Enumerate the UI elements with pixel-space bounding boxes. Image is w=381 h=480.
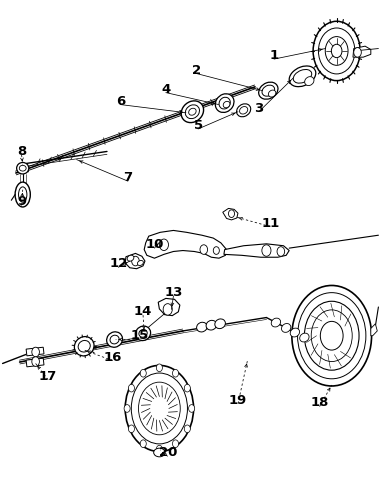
Circle shape xyxy=(298,293,366,379)
Circle shape xyxy=(32,347,39,357)
Ellipse shape xyxy=(271,318,280,327)
Polygon shape xyxy=(26,358,44,367)
Ellipse shape xyxy=(282,324,291,332)
Ellipse shape xyxy=(237,104,251,117)
Circle shape xyxy=(189,405,195,412)
Circle shape xyxy=(128,425,134,432)
Ellipse shape xyxy=(305,77,314,85)
Circle shape xyxy=(354,48,361,57)
Circle shape xyxy=(140,370,146,377)
Circle shape xyxy=(138,382,180,435)
Ellipse shape xyxy=(206,320,217,330)
Circle shape xyxy=(331,44,342,58)
Text: 12: 12 xyxy=(109,257,128,270)
Polygon shape xyxy=(144,230,227,258)
Text: 5: 5 xyxy=(194,119,203,132)
Ellipse shape xyxy=(15,182,30,207)
Ellipse shape xyxy=(110,335,119,344)
Ellipse shape xyxy=(139,329,147,337)
Circle shape xyxy=(313,21,360,81)
Circle shape xyxy=(132,256,139,266)
Ellipse shape xyxy=(136,326,150,341)
Circle shape xyxy=(304,301,359,370)
Circle shape xyxy=(159,239,168,251)
Ellipse shape xyxy=(215,319,226,329)
Circle shape xyxy=(292,286,371,386)
Text: 3: 3 xyxy=(254,102,263,115)
Circle shape xyxy=(277,247,285,256)
Ellipse shape xyxy=(300,333,309,342)
Circle shape xyxy=(184,425,190,432)
Text: 15: 15 xyxy=(130,329,148,342)
Ellipse shape xyxy=(78,340,90,352)
Circle shape xyxy=(173,440,179,447)
Text: 8: 8 xyxy=(17,145,26,158)
Circle shape xyxy=(311,310,352,361)
Circle shape xyxy=(229,210,235,217)
Ellipse shape xyxy=(223,101,230,108)
Ellipse shape xyxy=(107,332,123,347)
Ellipse shape xyxy=(74,336,94,356)
Circle shape xyxy=(125,365,194,452)
Polygon shape xyxy=(125,253,145,269)
Ellipse shape xyxy=(262,85,275,96)
Circle shape xyxy=(131,373,187,444)
Polygon shape xyxy=(353,46,371,57)
Text: 6: 6 xyxy=(116,95,125,108)
Polygon shape xyxy=(224,244,289,257)
Circle shape xyxy=(140,440,146,447)
Polygon shape xyxy=(158,299,180,316)
Ellipse shape xyxy=(268,90,276,97)
Circle shape xyxy=(200,245,208,254)
Circle shape xyxy=(262,245,271,256)
Circle shape xyxy=(128,384,134,392)
Circle shape xyxy=(319,28,355,74)
Circle shape xyxy=(184,384,190,392)
Text: 10: 10 xyxy=(145,238,163,252)
Text: 9: 9 xyxy=(17,195,26,208)
Text: 14: 14 xyxy=(134,305,152,318)
Ellipse shape xyxy=(19,187,27,202)
Text: 4: 4 xyxy=(161,83,170,96)
Text: 20: 20 xyxy=(158,446,177,459)
Ellipse shape xyxy=(289,66,316,87)
Ellipse shape xyxy=(127,255,134,261)
Ellipse shape xyxy=(219,97,230,109)
Text: 18: 18 xyxy=(311,396,329,409)
Ellipse shape xyxy=(290,328,299,337)
Ellipse shape xyxy=(17,162,29,174)
Circle shape xyxy=(320,322,343,350)
Circle shape xyxy=(173,370,179,377)
Ellipse shape xyxy=(215,94,234,112)
Text: 17: 17 xyxy=(39,370,57,383)
Text: 7: 7 xyxy=(123,171,133,184)
Circle shape xyxy=(156,445,162,453)
Polygon shape xyxy=(223,208,238,220)
Text: 13: 13 xyxy=(164,286,182,299)
Ellipse shape xyxy=(181,101,203,122)
Circle shape xyxy=(325,36,348,65)
Circle shape xyxy=(163,304,172,315)
Text: 1: 1 xyxy=(269,49,279,62)
Ellipse shape xyxy=(138,261,143,265)
Text: 16: 16 xyxy=(104,351,122,364)
Text: 11: 11 xyxy=(261,217,279,230)
Text: 19: 19 xyxy=(229,394,247,407)
Polygon shape xyxy=(371,324,377,336)
Circle shape xyxy=(213,247,219,254)
Ellipse shape xyxy=(259,82,278,99)
Ellipse shape xyxy=(197,322,207,332)
Ellipse shape xyxy=(240,107,248,114)
Ellipse shape xyxy=(19,165,26,171)
Circle shape xyxy=(32,357,39,366)
Ellipse shape xyxy=(154,448,165,457)
Polygon shape xyxy=(26,347,44,356)
Circle shape xyxy=(156,364,162,372)
Circle shape xyxy=(124,405,130,412)
Ellipse shape xyxy=(293,70,312,83)
Ellipse shape xyxy=(185,105,200,119)
Ellipse shape xyxy=(189,108,196,115)
Text: 2: 2 xyxy=(192,63,201,77)
